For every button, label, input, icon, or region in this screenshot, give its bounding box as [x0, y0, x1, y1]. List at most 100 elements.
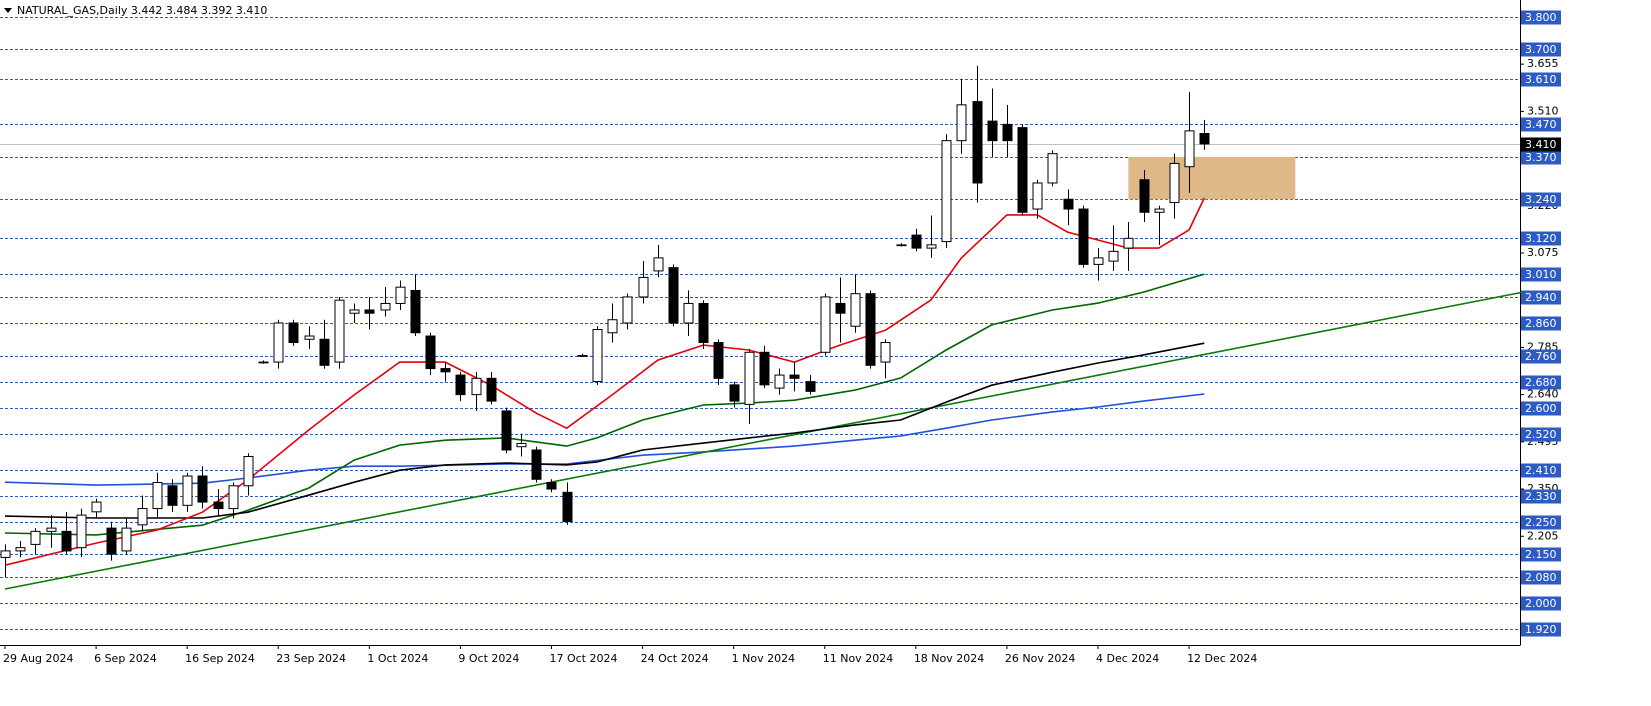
level-label: 2.600 [1525, 402, 1557, 415]
level-label: 2.250 [1525, 516, 1557, 529]
x-tick-label: 16 Sep 2024 [185, 652, 255, 665]
candle-body [607, 319, 618, 334]
x-tick-label: 12 Dec 2024 [1187, 652, 1257, 665]
candle-body [349, 309, 360, 314]
menu-icon [4, 8, 12, 13]
level-label-box [1521, 622, 1561, 637]
current-price-label: 3.410 [1525, 138, 1557, 151]
level-label-box [1521, 42, 1561, 57]
candle-body [15, 547, 26, 552]
candle-body [896, 244, 907, 247]
x-tick-label: 9 Oct 2024 [458, 652, 519, 665]
candle-body [668, 267, 679, 324]
candle-body [334, 299, 345, 363]
candle-body [501, 410, 512, 451]
level-label-box [1521, 401, 1561, 416]
level-label-box [1521, 489, 1561, 504]
level-label-box [1521, 349, 1561, 364]
candle-body [987, 120, 998, 142]
candle-body [1108, 250, 1119, 262]
x-tick-label: 26 Nov 2024 [1005, 652, 1075, 665]
candle-body [304, 335, 315, 340]
candle-body [546, 482, 557, 490]
level-label: 3.470 [1525, 118, 1557, 131]
candle-body [395, 286, 406, 304]
candle-body [562, 491, 573, 523]
level-label-box [1521, 463, 1561, 478]
candle-body [956, 104, 967, 142]
candle-body [531, 449, 542, 480]
candle-body [880, 342, 891, 363]
level-label-box [1521, 547, 1561, 562]
chart-title: NATURAL_GAS,Daily 3.442 3.484 3.392 3.41… [17, 4, 267, 17]
candle-body [380, 302, 391, 311]
level-label: 2.760 [1525, 350, 1557, 363]
candle-body [455, 374, 466, 396]
level-label-box [1521, 117, 1561, 132]
candle-body [1199, 132, 1210, 145]
candle-body [1078, 208, 1089, 265]
level-label-box [1521, 267, 1561, 282]
candle-body [1032, 182, 1043, 210]
x-tick-label: 29 Aug 2024 [3, 652, 73, 665]
candle-body [410, 289, 421, 334]
level-label: 3.800 [1525, 11, 1557, 24]
level-label-box [1521, 150, 1561, 165]
candle-body [486, 377, 497, 402]
y-tick-label: 2.205 [1527, 529, 1559, 542]
x-tick-label: 6 Sep 2024 [94, 652, 157, 665]
indicator-line [4, 273, 1205, 536]
indicator-line [4, 291, 1524, 590]
level-label-box [1521, 10, 1561, 25]
candle-body [243, 455, 254, 487]
level-label: 2.940 [1525, 291, 1557, 304]
level-label: 2.000 [1525, 597, 1557, 610]
plot [0, 65, 1524, 590]
candle-body [30, 530, 41, 545]
level-label: 2.680 [1525, 376, 1557, 389]
candle-body [759, 351, 770, 386]
candle-body [1139, 179, 1150, 213]
candle-body [197, 475, 208, 503]
level-label: 2.860 [1525, 317, 1557, 330]
candle-body [228, 485, 239, 510]
candle-body [516, 442, 527, 448]
x-tick-label: 1 Oct 2024 [367, 652, 428, 665]
level-label: 2.080 [1525, 571, 1557, 584]
level-label-box [1521, 375, 1561, 390]
level-label-box [1521, 570, 1561, 585]
level-label-box [1521, 316, 1561, 331]
level-label: 2.410 [1525, 464, 1557, 477]
level-label-box [1521, 192, 1561, 207]
zone [1128, 156, 1296, 200]
y-tick-label: 2.640 [1527, 388, 1559, 401]
level-label-box [1521, 72, 1561, 87]
level-label: 3.010 [1525, 268, 1557, 281]
level-label-box [1521, 596, 1561, 611]
candle-body [941, 140, 952, 243]
candle-body [167, 485, 178, 506]
candle-body [972, 101, 983, 184]
candle-body [744, 351, 755, 405]
candle-body [1063, 198, 1074, 210]
level-label: 3.120 [1525, 232, 1557, 245]
candle-body [698, 302, 709, 344]
candle-body [683, 302, 694, 324]
candle-body [1123, 237, 1134, 249]
candle-body [91, 501, 102, 513]
candle-body [471, 377, 482, 396]
candle-body [911, 234, 922, 249]
level-label: 3.700 [1525, 43, 1557, 56]
level-label: 3.370 [1525, 151, 1557, 164]
candle-body [182, 475, 193, 506]
candle-body [926, 244, 937, 249]
candle-body [121, 527, 132, 552]
candle-body [850, 293, 861, 327]
candle-body [1017, 127, 1028, 213]
level-label: 2.520 [1525, 428, 1557, 441]
level-label: 3.610 [1525, 73, 1557, 86]
candle-body [288, 322, 299, 344]
candle-body [61, 530, 72, 552]
level-label-box [1521, 515, 1561, 530]
candle-body [865, 293, 876, 366]
